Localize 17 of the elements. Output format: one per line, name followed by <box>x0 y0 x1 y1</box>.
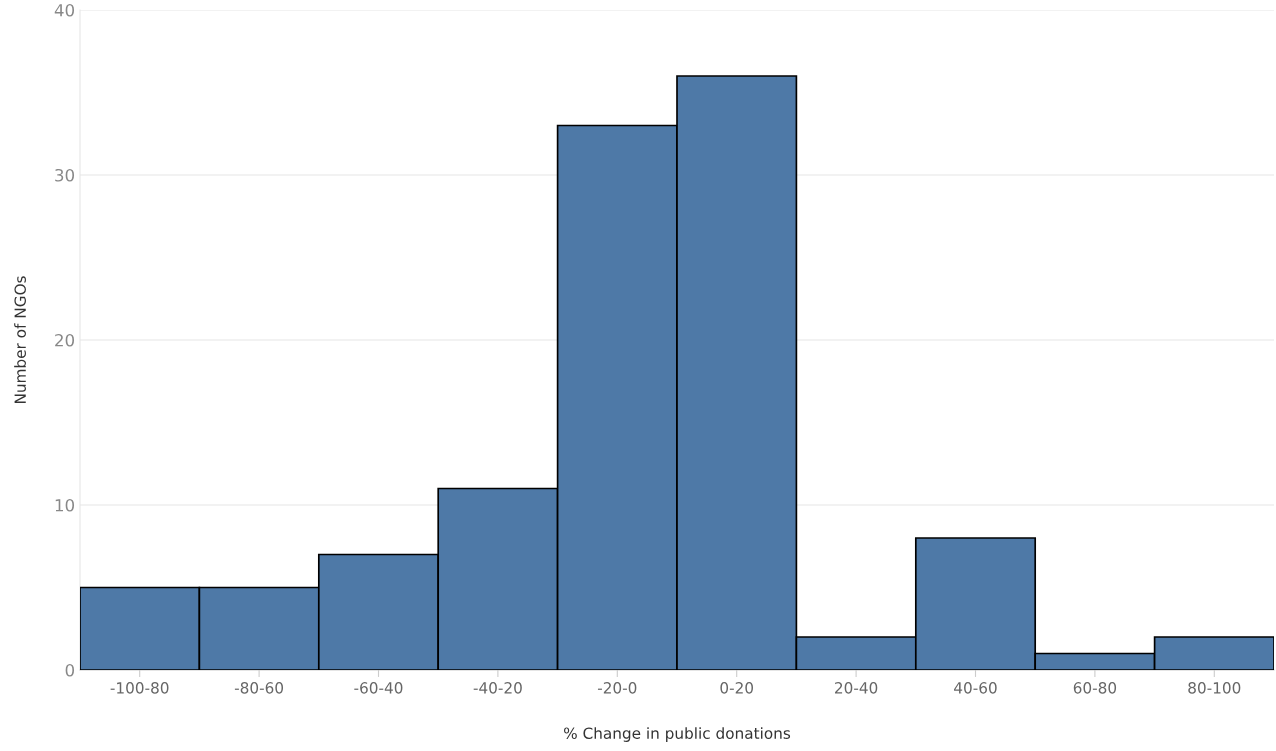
y-tick-label: 0 <box>65 663 75 677</box>
x-tick-label: -40-20 <box>473 682 522 694</box>
x-tick-label: 60-80 <box>1073 682 1117 694</box>
x-tick-label: -100-80 <box>110 682 169 694</box>
y-tick-label: 30 <box>55 168 75 182</box>
x-tick-label: 0-20 <box>720 682 754 694</box>
x-tick-label: 80-100 <box>1188 682 1241 694</box>
y-axis-title: Number of NGOs <box>14 276 26 404</box>
x-tick-label: 40-60 <box>954 682 997 694</box>
y-tick-label: 40 <box>54 3 75 17</box>
y-tick-label: 20 <box>55 333 75 347</box>
x-tick-label: 20-40 <box>835 682 878 694</box>
x-axis-title: % Change in public donations <box>564 727 791 742</box>
x-tick-label: -20-0 <box>597 682 637 694</box>
y-tick-label: 10 <box>55 498 75 512</box>
x-tick-label: -60-40 <box>354 682 403 694</box>
x-tick-label: -80-60 <box>234 682 284 694</box>
